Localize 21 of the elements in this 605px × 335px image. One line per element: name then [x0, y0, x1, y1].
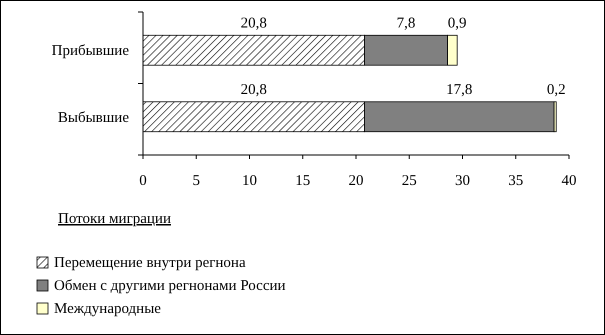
legend-label: Международные — [54, 301, 162, 317]
data-label: 20,8 — [240, 82, 267, 98]
data-label: 17,8 — [446, 82, 472, 98]
x-tick-label: 35 — [508, 173, 524, 189]
x-tick-label: 20 — [348, 173, 364, 189]
y-tick-label: Выбывшие — [58, 110, 130, 126]
x-tick-label: 15 — [295, 173, 310, 189]
x-tick-label: 30 — [455, 173, 470, 189]
data-label: 0,9 — [448, 15, 467, 32]
legend-label: Перемещение внутри регнона — [54, 255, 246, 271]
x-tick-label: 5 — [192, 173, 200, 189]
x-tick-label: 40 — [562, 173, 576, 189]
data-label: 7,8 — [396, 15, 416, 32]
x-tick-label: 10 — [242, 173, 257, 189]
data-label: 0,2 — [546, 82, 566, 98]
data-label: 20,8 — [240, 15, 267, 32]
y-tick-label: Прибывшие — [52, 43, 130, 60]
x-tick-label: 0 — [139, 173, 147, 189]
x-axis-title: Потоки миграции — [58, 211, 171, 227]
legend-label: Обмен с другими регнонами России — [54, 278, 286, 294]
x-tick-label: 25 — [402, 173, 417, 189]
